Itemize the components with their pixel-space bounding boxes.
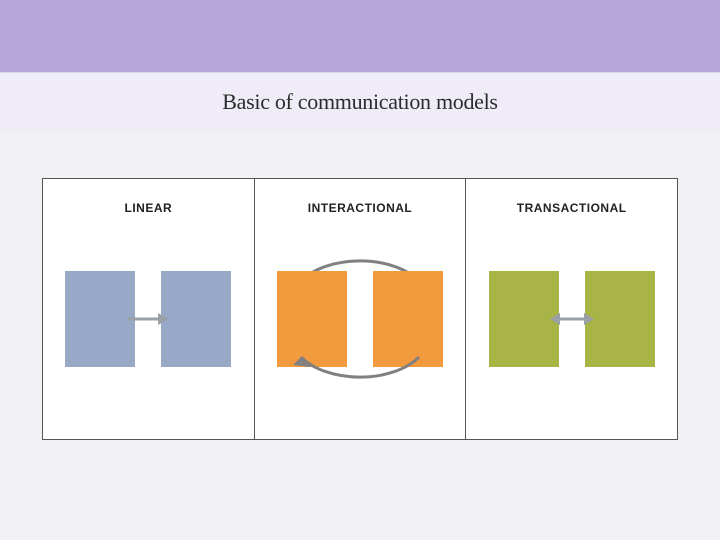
interactional-pair: [277, 271, 443, 367]
panels-row: LINEAR INTERACTIONAL: [42, 178, 678, 440]
interactional-block-right: [373, 271, 443, 367]
interactional-block-left: [277, 271, 347, 367]
linear-block-left: [65, 271, 135, 367]
panel-transactional: TRANSACTIONAL: [466, 178, 678, 440]
diagram-transactional: [482, 249, 662, 389]
arrow-right-icon: [128, 311, 168, 327]
page-title: Basic of communication models: [222, 89, 497, 115]
linear-block-right: [161, 271, 231, 367]
title-bar: Basic of communication models: [0, 72, 720, 130]
arrow-double-icon: [550, 311, 594, 327]
slide: Basic of communication models LINEAR: [0, 0, 720, 540]
panel-linear: LINEAR: [42, 178, 255, 440]
linear-pair: [65, 271, 231, 367]
diagram-linear: [58, 249, 238, 389]
panel-label-transactional: TRANSACTIONAL: [517, 201, 627, 215]
panel-label-interactional: INTERACTIONAL: [308, 201, 413, 215]
panel-label-linear: LINEAR: [125, 201, 173, 215]
main-area: LINEAR INTERACTIONAL: [0, 130, 720, 540]
panel-interactional: INTERACTIONAL: [255, 178, 467, 440]
transactional-block-left: [489, 271, 559, 367]
diagram-interactional: [270, 249, 450, 389]
transactional-block-right: [585, 271, 655, 367]
top-stripe: [0, 0, 720, 72]
transactional-pair: [489, 271, 655, 367]
